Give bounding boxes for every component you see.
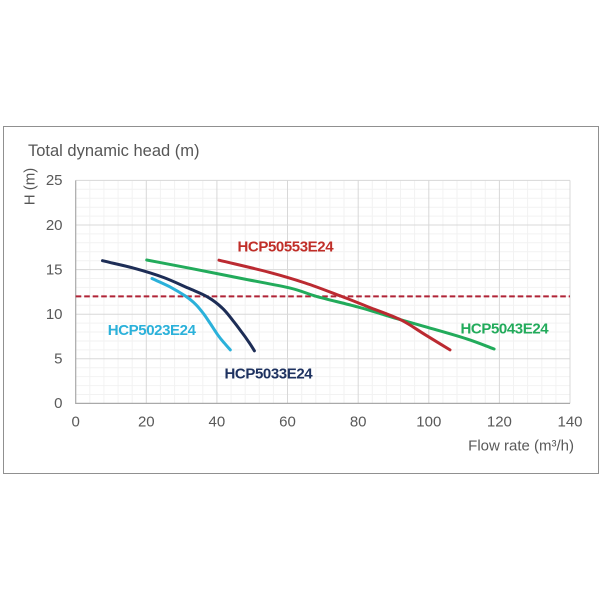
svg-text:120: 120 xyxy=(487,414,512,431)
svg-text:15: 15 xyxy=(46,261,63,278)
svg-text:25: 25 xyxy=(46,172,63,189)
svg-text:140: 140 xyxy=(557,414,582,431)
svg-text:60: 60 xyxy=(279,414,296,431)
svg-text:0: 0 xyxy=(54,395,62,412)
svg-text:HCP5033E24: HCP5033E24 xyxy=(225,366,314,383)
svg-text:HCP5043E24: HCP5043E24 xyxy=(461,321,550,338)
svg-text:Flow rate (m³/h): Flow rate (m³/h) xyxy=(468,438,574,455)
svg-text:20: 20 xyxy=(138,414,155,431)
svg-text:H (m): H (m) xyxy=(22,168,39,206)
svg-text:5: 5 xyxy=(54,351,62,368)
svg-text:40: 40 xyxy=(209,414,226,431)
svg-text:0: 0 xyxy=(72,414,80,431)
svg-text:Total dynamic head (m): Total dynamic head (m) xyxy=(28,142,200,160)
svg-text:HCP50553E24: HCP50553E24 xyxy=(238,238,335,255)
svg-text:100: 100 xyxy=(416,414,441,431)
svg-text:20: 20 xyxy=(46,217,63,234)
svg-text:HCP5023E24: HCP5023E24 xyxy=(108,322,197,339)
svg-text:10: 10 xyxy=(46,306,63,323)
svg-text:80: 80 xyxy=(350,414,367,431)
